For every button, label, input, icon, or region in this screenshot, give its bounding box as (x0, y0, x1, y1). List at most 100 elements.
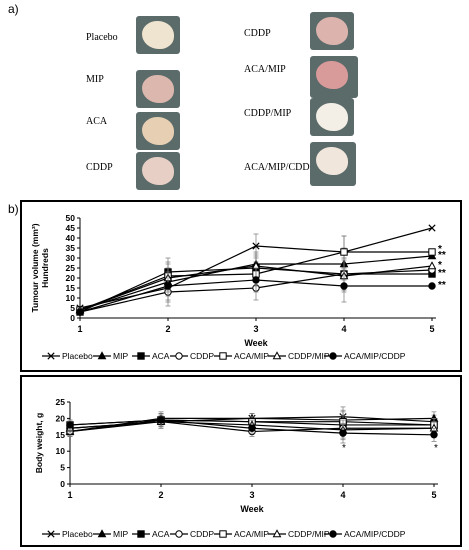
legend-marker (219, 352, 227, 360)
y-tick-label: 15 (56, 430, 66, 440)
tumour-label-cddp-mip: CDDP/MIP (244, 108, 292, 119)
tumour-specimen (142, 21, 174, 49)
tumour-specimen (316, 61, 348, 89)
y-tick-label: 50 (66, 213, 76, 223)
y-axis-title: Tumour volume (mm³) (30, 223, 40, 312)
legend-item-aca-mip: ACA/MIP (214, 529, 269, 539)
data-point (66, 421, 74, 429)
legend-marker (175, 352, 183, 360)
legend-label: CDDP (190, 351, 214, 361)
y-tick-label: 5 (70, 303, 75, 313)
legend-item-cddp: CDDP (170, 529, 214, 539)
y-tick-label: 15 (66, 283, 76, 293)
y-tick-label: 10 (66, 293, 76, 303)
body-weight-chart-frame (20, 375, 462, 547)
tumour-label-placebo: Placebo (86, 32, 118, 43)
y-tick-label: 45 (66, 223, 76, 233)
significance-marker: * (438, 244, 442, 255)
data-point (248, 424, 256, 432)
tumour-label-cddp-right: CDDP (244, 28, 271, 39)
tumour-photo-cddp-right (310, 12, 354, 50)
x-tick-label: 2 (165, 324, 170, 334)
tumour-specimen (316, 103, 348, 131)
y-tick-label: 35 (66, 243, 76, 253)
legend-item-aca-mip: ACA/MIP (214, 351, 269, 361)
tumour-label-cddp: CDDP (86, 162, 113, 173)
series-aca-mip-cddp (76, 267, 436, 316)
tumour-photo-mip (136, 70, 180, 108)
tumour-label-aca-mip: ACA/MIP (244, 64, 286, 75)
data-point (252, 276, 260, 284)
y-tick-label: 30 (66, 253, 76, 263)
legend-label: CDDP/MIP (288, 351, 330, 361)
x-axis-title: Week (240, 504, 264, 514)
y-tick-label: 25 (56, 397, 66, 407)
y-tick-label: 0 (60, 479, 65, 489)
legend-label: MIP (113, 351, 128, 361)
x-axis-title: Week (244, 338, 268, 348)
legend-item-cddp: CDDP (170, 351, 214, 361)
tumour-specimen (142, 157, 174, 185)
legend-label: CDDP (190, 529, 214, 539)
series-aca-mip-cddp (66, 413, 438, 444)
legend-item-aca-mip-cddp: ACA/MIP/CDDP (324, 351, 406, 361)
legend-marker (329, 352, 337, 360)
legend-label: ACA (152, 351, 170, 361)
legend-item-aca: ACA (132, 351, 170, 361)
legend-item-mip: MIP (93, 351, 128, 361)
data-point (252, 242, 260, 250)
legend-label: ACA/MIP/CDDP (344, 529, 406, 539)
data-point (340, 248, 348, 256)
legend-label: ACA/MIP (234, 529, 269, 539)
legend-item-cddp-mip: CDDP/MIP (268, 351, 330, 361)
legend-label: MIP (113, 529, 128, 539)
legend-marker (137, 352, 145, 360)
panel-b-label: b) (8, 202, 19, 216)
data-point (430, 431, 438, 439)
legend-marker (175, 530, 183, 538)
tumour-specimen (316, 17, 348, 45)
tumour-photo-cddp-mip (310, 98, 354, 136)
data-point (340, 282, 348, 290)
y-tick-label: 20 (56, 413, 66, 423)
legend-marker (47, 530, 55, 538)
tumour-label-aca: ACA (86, 116, 108, 127)
tumour-specimen (316, 147, 348, 175)
legend-marker (219, 530, 227, 538)
data-point (428, 282, 436, 290)
legend-marker (97, 529, 107, 538)
legend-marker (272, 529, 282, 538)
significance-marker: ** (438, 280, 446, 291)
significance-marker: * (438, 260, 442, 271)
x-tick-label: 3 (249, 490, 254, 500)
y-tick-label: 40 (66, 233, 76, 243)
tumour-photo-cddp (136, 152, 180, 190)
legend-item-cddp-mip: CDDP/MIP (268, 529, 330, 539)
x-tick-label: 5 (431, 490, 436, 500)
y-tick-label: 20 (66, 273, 76, 283)
tumour-photo-placebo (136, 16, 180, 54)
data-point (76, 308, 84, 316)
x-tick-label: 2 (158, 490, 163, 500)
tumour-label-mip: MIP (86, 74, 104, 85)
legend-marker (329, 530, 337, 538)
legend-label: Placebo (62, 529, 93, 539)
legend-label: ACA (152, 529, 170, 539)
legend-item-placebo: Placebo (42, 529, 93, 539)
tumour-specimen (142, 75, 174, 103)
significance-marker: * (342, 443, 346, 454)
y-tick-label: 5 (60, 463, 65, 473)
tumour-volume-chart-frame (20, 200, 462, 372)
x-tick-label: 1 (67, 490, 72, 500)
legend-label: CDDP/MIP (288, 529, 330, 539)
data-point (428, 224, 436, 232)
legend-marker (137, 530, 145, 538)
legend-item-mip: MIP (93, 529, 128, 539)
significance-marker: * (434, 443, 438, 454)
legend-item-aca: ACA (132, 529, 170, 539)
x-tick-label: 3 (253, 324, 258, 334)
legend-label: Placebo (62, 351, 93, 361)
y-tick-label: 0 (70, 313, 75, 323)
data-point (427, 261, 437, 270)
